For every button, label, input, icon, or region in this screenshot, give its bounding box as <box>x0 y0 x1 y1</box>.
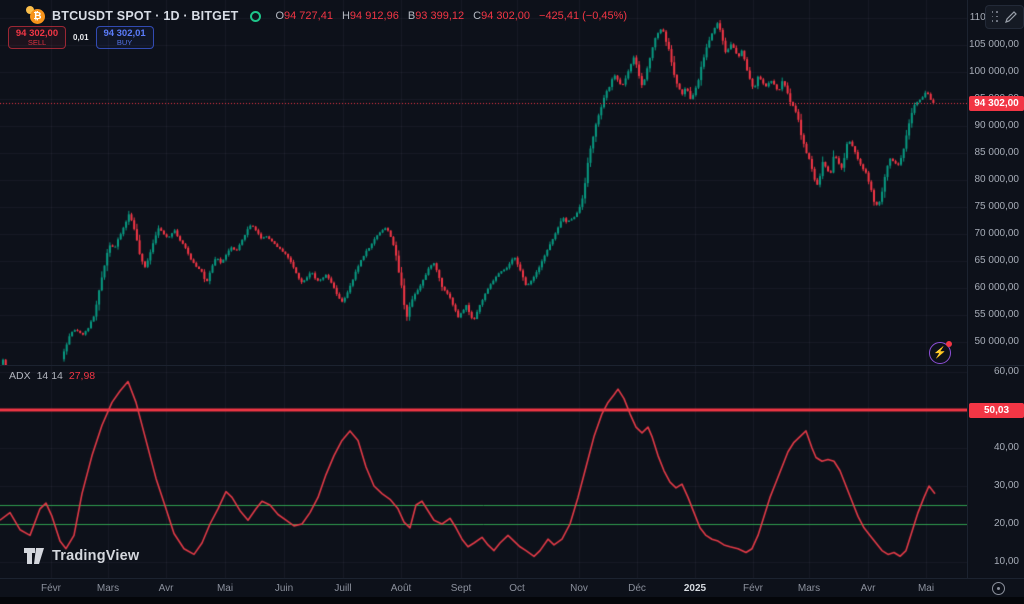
pane-toolbar <box>985 5 1024 29</box>
adx-tick-label: 30,00 <box>993 480 1019 491</box>
buy-label: BUY <box>116 37 133 47</box>
market-open-dot-icon <box>250 10 262 22</box>
time-axis-label: Déc <box>628 583 646 594</box>
price-tick-label: 65 000,00 <box>974 255 1020 266</box>
price-tick-label: 85 000,00 <box>974 147 1020 158</box>
tradingview-logo-text: TradingView <box>52 548 140 564</box>
spread-value: 0,01 <box>73 33 89 42</box>
time-axis-label: Mai <box>216 583 234 594</box>
drag-handle-icon[interactable] <box>991 11 1000 23</box>
adx-level-tag: 50,03 <box>969 402 1024 418</box>
ohlc-item: O94 727,41 <box>275 10 333 22</box>
adx-tick-label: 60,00 <box>993 366 1019 377</box>
symbol-header: ₿ BTCUSDT SPOT · 1D · BITGET O94 727,41 H… <box>26 6 627 24</box>
adx-tick-label: 10,00 <box>993 556 1019 567</box>
adx-indicator-canvas[interactable] <box>0 366 967 578</box>
price-change: −425,41 (−0,45%) <box>539 10 628 22</box>
tradingview-logo-icon <box>24 548 44 564</box>
time-axis-label: Sept <box>450 583 472 594</box>
ohlc-values: O94 727,41 H94 912,96 B93 399,12 C94 302,00… <box>275 10 627 22</box>
price-tick-label: 80 000,00 <box>974 174 1020 185</box>
symbol-title[interactable]: BTCUSDT SPOT · 1D · BITGET <box>52 9 239 23</box>
time-axis-label: 2025 <box>683 583 707 594</box>
price-tick-label: 70 000,00 <box>974 228 1020 239</box>
time-axis-label: Juill <box>334 583 352 594</box>
price-chart-canvas[interactable] <box>0 0 967 365</box>
price-tick-label: 105 000,00 <box>968 39 1019 50</box>
sell-label: SELL <box>27 37 47 47</box>
draw-pencil-icon[interactable] <box>1005 11 1018 23</box>
time-axis-label: Mars <box>797 583 821 594</box>
flash-button[interactable]: ⚡ <box>929 341 952 364</box>
time-axis[interactable]: Févr Mars Avr Mai Juin Juill Août Sept Oct Nov Déc… <box>0 578 1024 598</box>
time-axis-label: Févr <box>41 583 61 594</box>
last-price-tag: 94 302,00 <box>969 95 1024 111</box>
sell-button[interactable]: 94 302,00 SELL <box>8 26 66 49</box>
price-tick-label: 60 000,00 <box>974 282 1020 293</box>
time-axis-label: Août <box>390 583 412 594</box>
trade-widget: 94 302,00 SELL 0,01 94 302,01 BUY <box>8 26 154 49</box>
time-axis-label: Nov <box>570 583 588 594</box>
adx-value: 27,98 <box>68 370 96 382</box>
time-axis-label: Oct <box>509 583 525 594</box>
notification-dot <box>946 341 952 347</box>
lightning-icon: ⚡ <box>933 346 947 359</box>
time-axis-label: Févr <box>743 583 763 594</box>
price-tick-label: 90 000,00 <box>974 120 1020 131</box>
adx-title: ADX <box>9 370 31 382</box>
window-bottom-edge <box>0 597 1024 604</box>
price-tick-label: 55 000,00 <box>974 309 1020 320</box>
price-tick-label: 75 000,00 <box>974 201 1020 212</box>
price-tick-label: 50 000,00 <box>974 336 1020 347</box>
adx-params: 14 14 <box>36 370 63 382</box>
adx-tick-label: 40,00 <box>993 442 1019 453</box>
adx-tick-label: 20,00 <box>993 518 1019 529</box>
price-tick-label: 100 000,00 <box>968 66 1019 77</box>
tradingview-logo[interactable]: TradingView <box>24 548 139 564</box>
scale-reset-icon[interactable] <box>992 582 1005 595</box>
sell-price: 94 302,00 <box>15 27 59 39</box>
ohlc-item: H94 912,96 <box>341 10 399 22</box>
buy-button[interactable]: 94 302,01 BUY <box>95 26 154 49</box>
ohlc-item: C94 302,00 <box>473 10 531 22</box>
time-axis-label: Avr <box>860 583 876 594</box>
btc-icon: ₿ <box>26 6 45 24</box>
buy-price: 94 302,01 <box>103 27 146 39</box>
time-axis-label: Avr <box>158 583 174 594</box>
time-axis-label: Mars <box>96 583 120 594</box>
time-axis-label: Juin <box>274 583 294 594</box>
ohlc-item: B93 399,12 <box>407 10 465 22</box>
adx-indicator-label[interactable]: ADX 14 14 27,98 <box>9 370 95 382</box>
time-axis-label: Mai <box>917 583 935 594</box>
pane-divider[interactable] <box>0 365 1024 366</box>
